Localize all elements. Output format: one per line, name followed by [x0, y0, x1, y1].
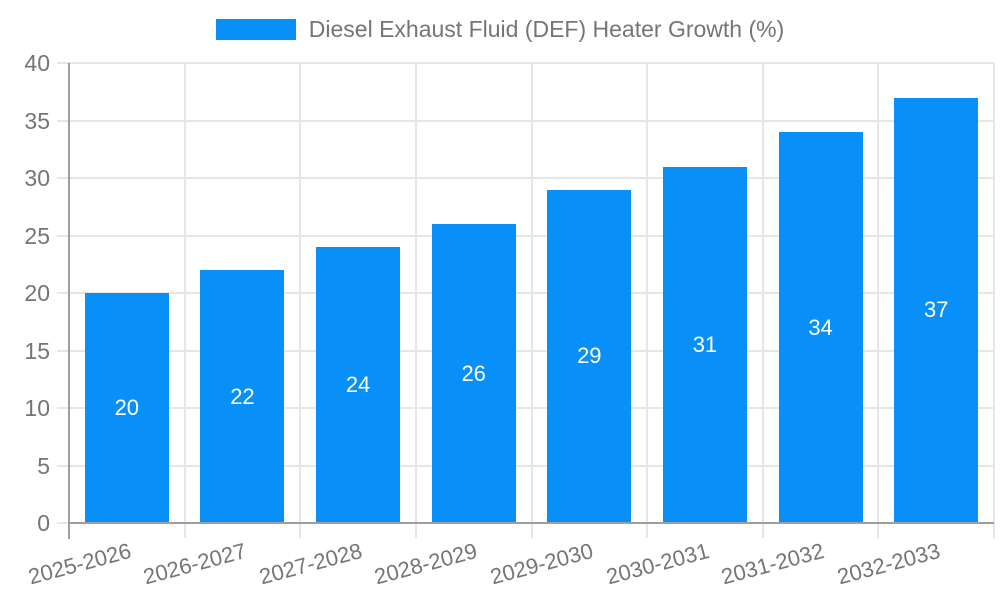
gridline-vertical [414, 63, 417, 523]
bar: 29 [547, 189, 632, 523]
bar-value-label: 22 [230, 383, 255, 409]
bar: 37 [894, 97, 979, 523]
x-axis-tick [530, 523, 533, 538]
bar: 31 [662, 166, 747, 523]
x-axis-tick [646, 523, 649, 538]
gridline-vertical [646, 63, 649, 523]
bar-value-label: 26 [461, 360, 486, 386]
bar-value-label: 29 [577, 343, 602, 369]
gridline-horizontal [57, 234, 994, 237]
x-axis-label: 2030-2031 [603, 538, 712, 590]
bar: 22 [200, 270, 285, 523]
y-axis-label: 30 [24, 165, 50, 191]
x-axis-label: 2026-2027 [140, 538, 249, 590]
x-axis-tick [414, 523, 417, 538]
gridline-horizontal [57, 349, 994, 352]
gridline-vertical [299, 63, 302, 523]
y-axis-label: 15 [24, 337, 50, 364]
y-axis-label: 5 [37, 452, 50, 479]
gridline-horizontal [57, 292, 994, 294]
gridline-vertical [877, 63, 880, 523]
bar: 24 [316, 247, 401, 523]
bar-value-label: 37 [923, 297, 949, 323]
bar-value-label: 24 [345, 372, 371, 397]
bar: 34 [778, 132, 863, 523]
x-axis-tick [993, 523, 995, 538]
legend-swatch [215, 19, 296, 40]
y-axis-tick [57, 522, 69, 524]
gridline-horizontal [57, 464, 994, 467]
y-axis-label: 0 [37, 510, 50, 536]
y-axis-label: 25 [24, 222, 50, 249]
gridline-vertical [761, 63, 764, 523]
y-axis-label: 10 [24, 395, 50, 421]
gridline-vertical [993, 63, 995, 523]
gridline-horizontal [57, 62, 994, 64]
x-axis-label: 2027-2028 [256, 538, 365, 590]
gridline-horizontal [57, 119, 994, 122]
gridline-vertical [183, 63, 186, 523]
x-axis-label: 2025-2026 [25, 538, 134, 590]
x-axis-label: 2029-2030 [487, 538, 596, 590]
y-axis-labels: 0 5 10 15 20 25 30 35 40 [0, 50, 50, 536]
x-axis-baseline [69, 522, 994, 524]
bar: 20 [84, 293, 169, 523]
y-axis-label: 40 [24, 50, 50, 76]
x-axis-tick [183, 523, 186, 538]
x-axis-tick [299, 523, 302, 538]
y-axis-label: 20 [24, 280, 50, 306]
y-axis-label: 35 [24, 107, 50, 134]
y-axis-line [68, 63, 70, 539]
gridline-horizontal [57, 177, 994, 179]
bar-value-label: 34 [808, 314, 833, 340]
x-axis-label: 2028-2029 [372, 538, 481, 590]
gridline-vertical [530, 63, 533, 523]
bar: 26 [431, 224, 516, 523]
x-axis-tick [761, 523, 764, 538]
x-axis-label: 2032-2033 [834, 538, 943, 590]
x-axis-label: 2031-2032 [718, 538, 828, 590]
x-axis-tick [877, 523, 880, 538]
legend-label: Diesel Exhaust Fluid (DEF) Heater Growth… [308, 16, 785, 42]
gridline-horizontal [57, 407, 994, 409]
legend: Diesel Exhaust Fluid (DEF) Heater Growth… [0, 16, 1000, 43]
bar-value-label: 31 [692, 331, 718, 357]
bar-value-label: 20 [114, 395, 140, 420]
plot-area: 20 2025-2026 22 2026-2027 24 2027-2028 26 2028-… [25, 62, 995, 589]
